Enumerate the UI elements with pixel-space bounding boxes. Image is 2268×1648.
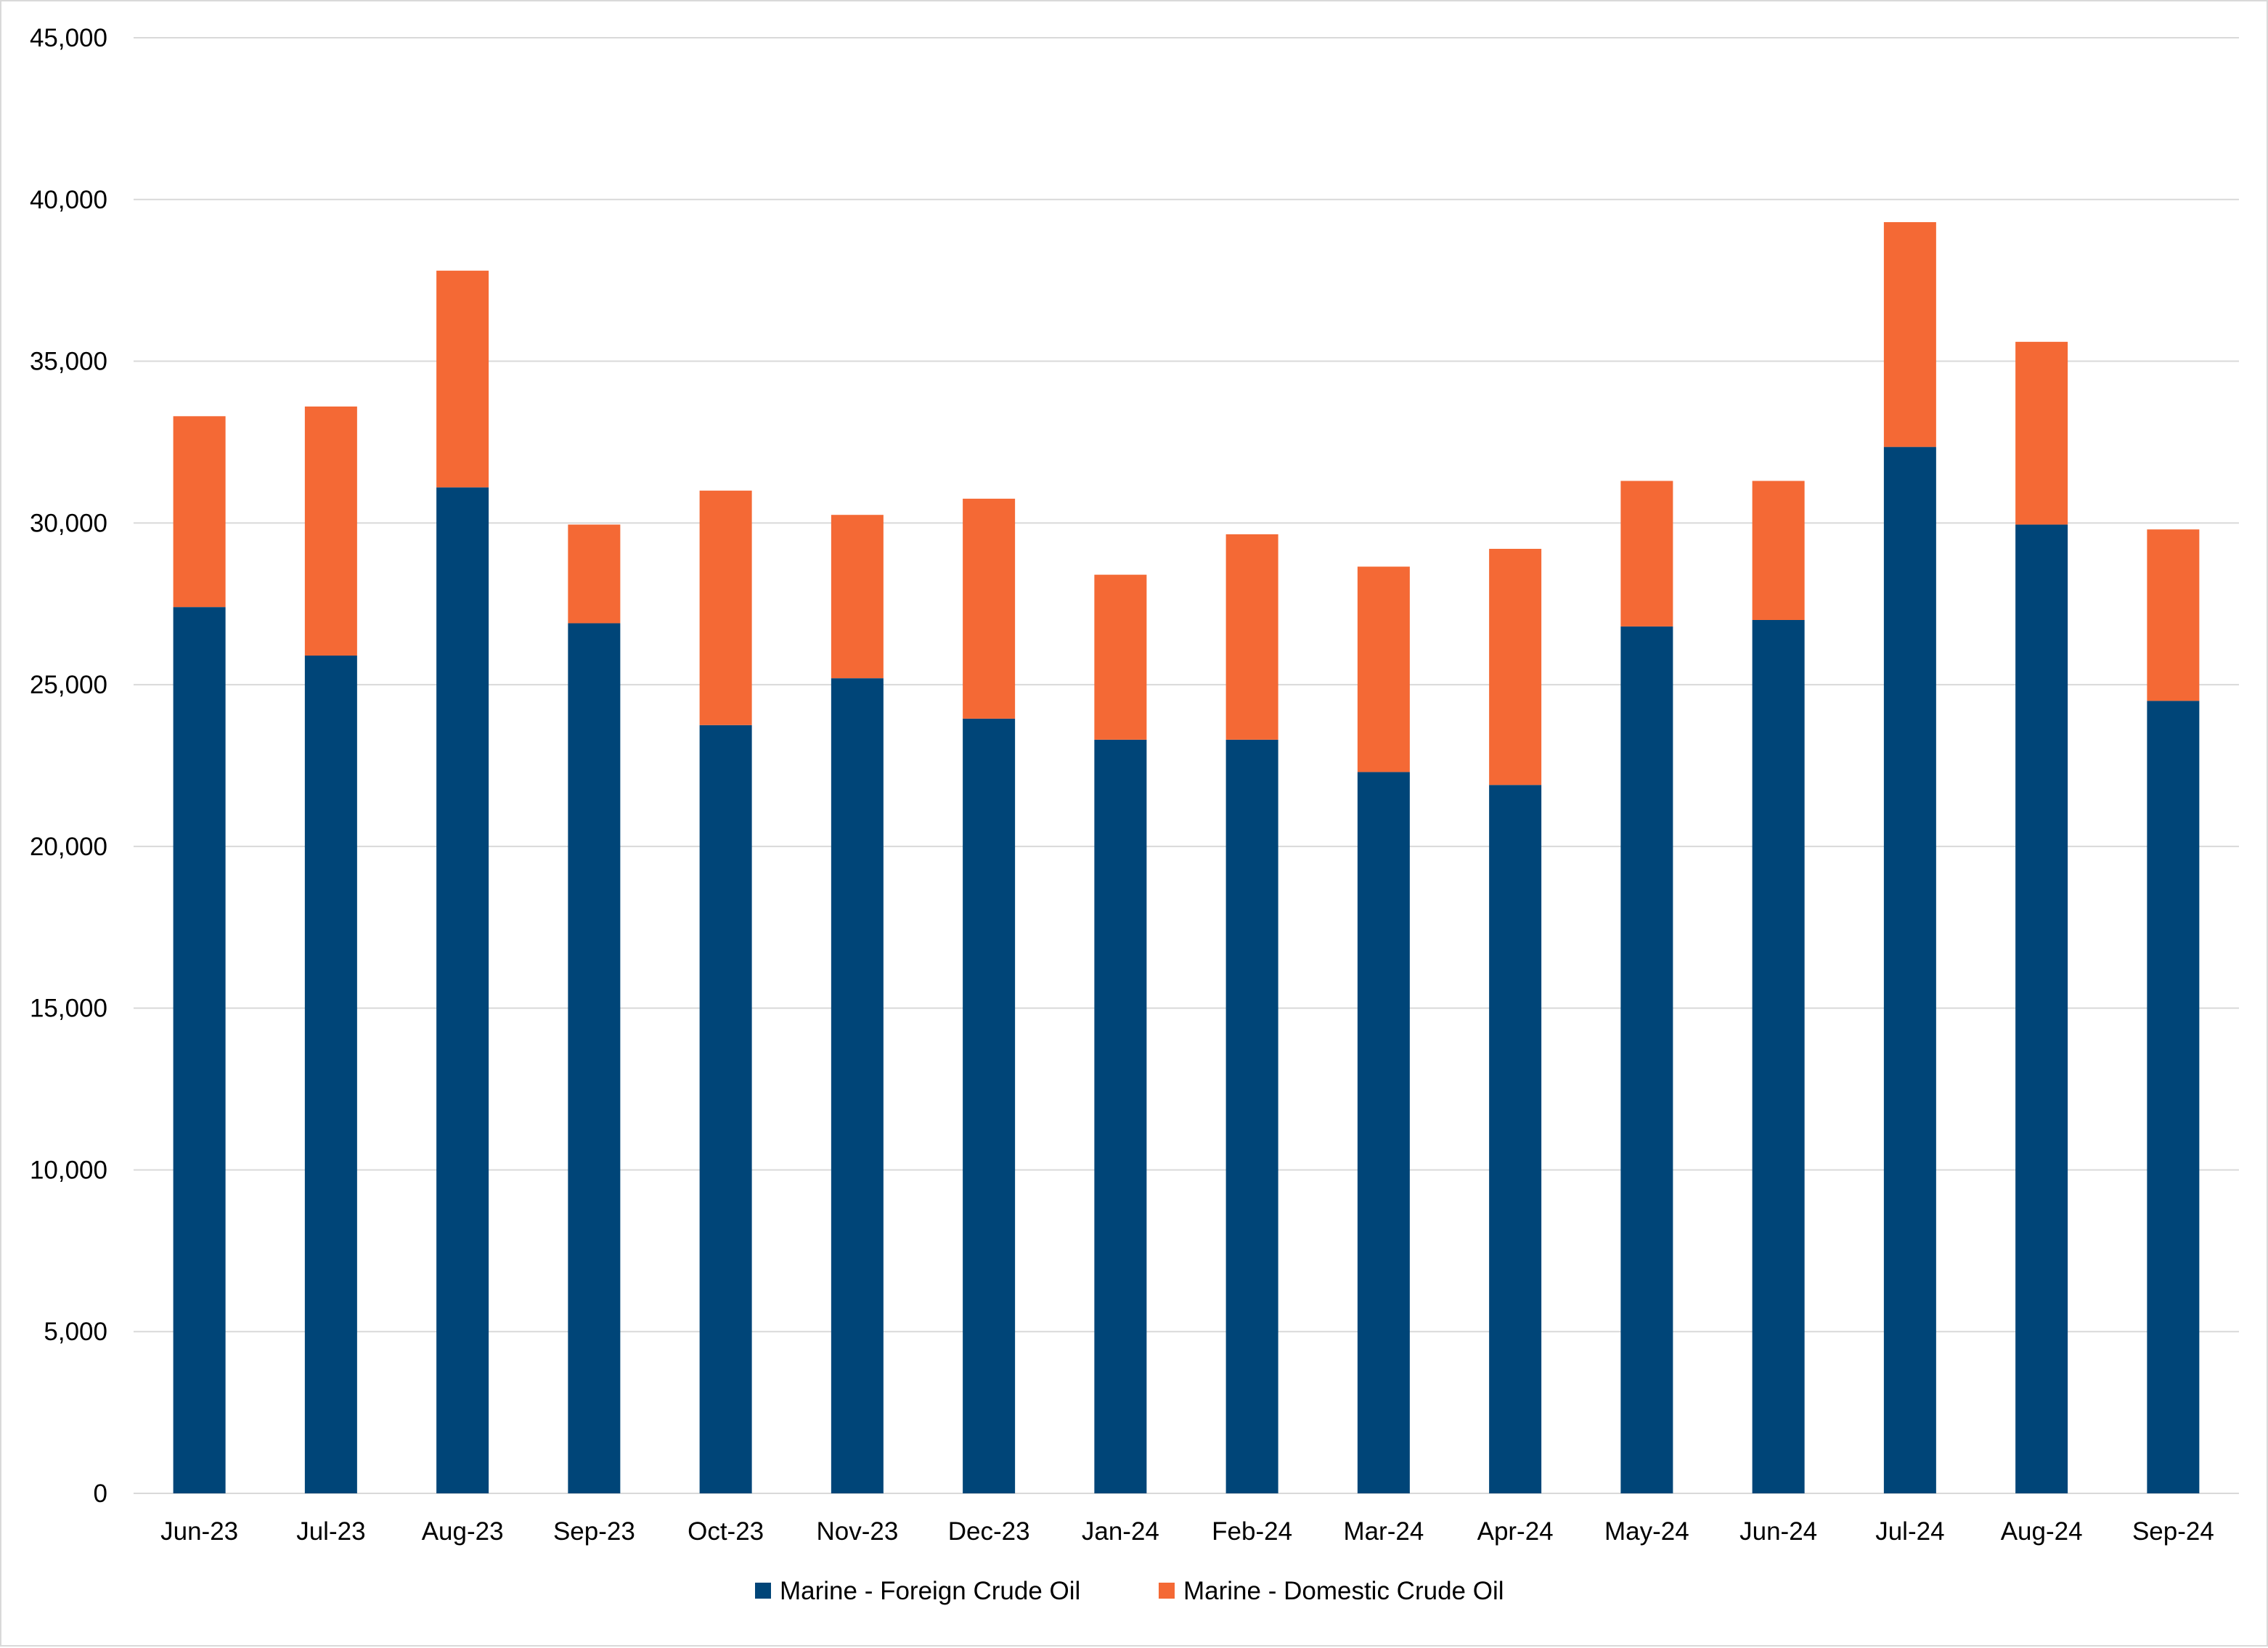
bar-foreign-crude-oil	[1489, 785, 1542, 1493]
bar-domestic-crude-oil	[831, 515, 884, 679]
bar-foreign-crude-oil	[831, 678, 884, 1494]
x-tick-label: Jun-24	[1739, 1517, 1817, 1546]
x-tick-label: Jan-24	[1082, 1517, 1159, 1546]
bar-foreign-crude-oil	[173, 607, 226, 1494]
y-axis-tick-labels: 0 5,000 10,000 15,000 20,000 25,000 30,000 35,0…	[30, 24, 107, 1508]
bar-foreign-crude-oil	[436, 487, 489, 1493]
x-tick-label: Feb-24	[1212, 1517, 1292, 1546]
y-tick-label: 5,000	[44, 1318, 107, 1346]
legend-label-foreign: Marine - Foreign Crude Oil	[780, 1577, 1080, 1605]
bar-domestic-crude-oil	[2015, 341, 2068, 525]
legend: Marine - Foreign Crude Oil Marine - Domes…	[755, 1577, 1504, 1605]
x-tick-label: Aug-24	[2001, 1517, 2083, 1546]
y-tick-label: 15,000	[30, 995, 107, 1023]
x-tick-label: Dec-23	[948, 1517, 1030, 1546]
y-tick-label: 20,000	[30, 833, 107, 861]
bar-foreign-crude-oil	[568, 623, 621, 1493]
bar-foreign-crude-oil	[1620, 626, 1673, 1493]
y-tick-label: 45,000	[30, 24, 107, 52]
x-tick-label: Oct-23	[688, 1517, 764, 1546]
bar-domestic-crude-oil	[1752, 481, 1805, 620]
y-tick-label: 35,000	[30, 348, 107, 376]
bar-domestic-crude-oil	[1225, 534, 1278, 740]
bar-domestic-crude-oil	[1357, 566, 1410, 772]
y-tick-label: 0	[94, 1480, 107, 1508]
bar-foreign-crude-oil	[963, 718, 1016, 1493]
bar-foreign-crude-oil	[1752, 620, 1805, 1493]
x-tick-label: Jun-23	[160, 1517, 238, 1546]
bar-foreign-crude-oil	[2015, 524, 2068, 1494]
x-tick-label: Apr-24	[1477, 1517, 1554, 1546]
y-tick-label: 25,000	[30, 671, 107, 699]
bar-domestic-crude-oil	[1620, 481, 1673, 627]
bar-domestic-crude-oil	[963, 498, 1016, 719]
x-tick-label: Nov-23	[816, 1517, 898, 1546]
bar-foreign-crude-oil	[304, 656, 357, 1493]
bar-foreign-crude-oil	[1094, 739, 1147, 1494]
bar-domestic-crude-oil	[1883, 221, 1936, 447]
bars	[173, 221, 2200, 1494]
bar-foreign-crude-oil	[699, 725, 752, 1493]
bar-domestic-crude-oil	[1094, 574, 1147, 740]
bar-foreign-crude-oil	[1883, 446, 1936, 1493]
x-tick-label: Jul-24	[1875, 1517, 1944, 1546]
bar-foreign-crude-oil	[2147, 701, 2200, 1493]
bar-domestic-crude-oil	[436, 270, 489, 488]
bar-domestic-crude-oil	[699, 490, 752, 725]
legend-swatch-domestic	[1159, 1583, 1175, 1599]
x-tick-label: Jul-23	[296, 1517, 365, 1546]
bar-foreign-crude-oil	[1225, 739, 1278, 1494]
bar-foreign-crude-oil	[1357, 772, 1410, 1493]
bar-domestic-crude-oil	[2147, 529, 2200, 701]
bar-domestic-crude-oil	[1489, 548, 1542, 786]
x-tick-label: Mar-24	[1343, 1517, 1424, 1546]
x-tick-label: Sep-23	[553, 1517, 635, 1546]
x-tick-label: Aug-23	[422, 1517, 504, 1546]
y-tick-label: 40,000	[30, 186, 107, 214]
x-tick-label: May-24	[1604, 1517, 1689, 1546]
x-tick-label: Sep-24	[2132, 1517, 2214, 1546]
legend-label-domestic: Marine - Domestic Crude Oil	[1183, 1577, 1504, 1605]
y-tick-label: 10,000	[30, 1156, 107, 1184]
bar-domestic-crude-oil	[173, 416, 226, 608]
legend-swatch-foreign	[755, 1583, 771, 1599]
bar-domestic-crude-oil	[304, 406, 357, 656]
x-axis-tick-labels: Jun-23 Jul-23 Aug-23 Sep-23 Oct-23 Nov-23 Dec-…	[160, 1517, 2214, 1546]
bar-domestic-crude-oil	[568, 524, 621, 624]
y-tick-label: 30,000	[30, 509, 107, 537]
